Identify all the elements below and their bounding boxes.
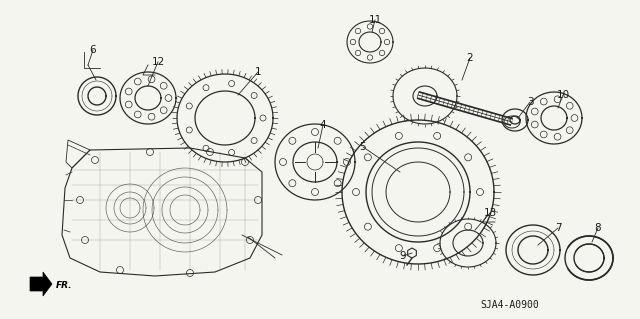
Text: 13: 13 xyxy=(483,208,497,218)
Text: 4: 4 xyxy=(320,120,326,130)
Text: 8: 8 xyxy=(595,223,602,233)
Text: 2: 2 xyxy=(467,53,474,63)
Text: 6: 6 xyxy=(90,45,96,55)
Text: SJA4-A0900: SJA4-A0900 xyxy=(481,300,540,310)
Text: 10: 10 xyxy=(556,90,570,100)
Text: 9: 9 xyxy=(400,251,406,261)
Polygon shape xyxy=(30,272,52,296)
Text: 3: 3 xyxy=(527,97,533,107)
Text: 12: 12 xyxy=(152,57,164,67)
Text: 11: 11 xyxy=(369,15,381,25)
Text: 7: 7 xyxy=(555,223,561,233)
Text: FR.: FR. xyxy=(56,280,72,290)
Text: 5: 5 xyxy=(360,142,366,152)
Text: 1: 1 xyxy=(255,67,261,77)
